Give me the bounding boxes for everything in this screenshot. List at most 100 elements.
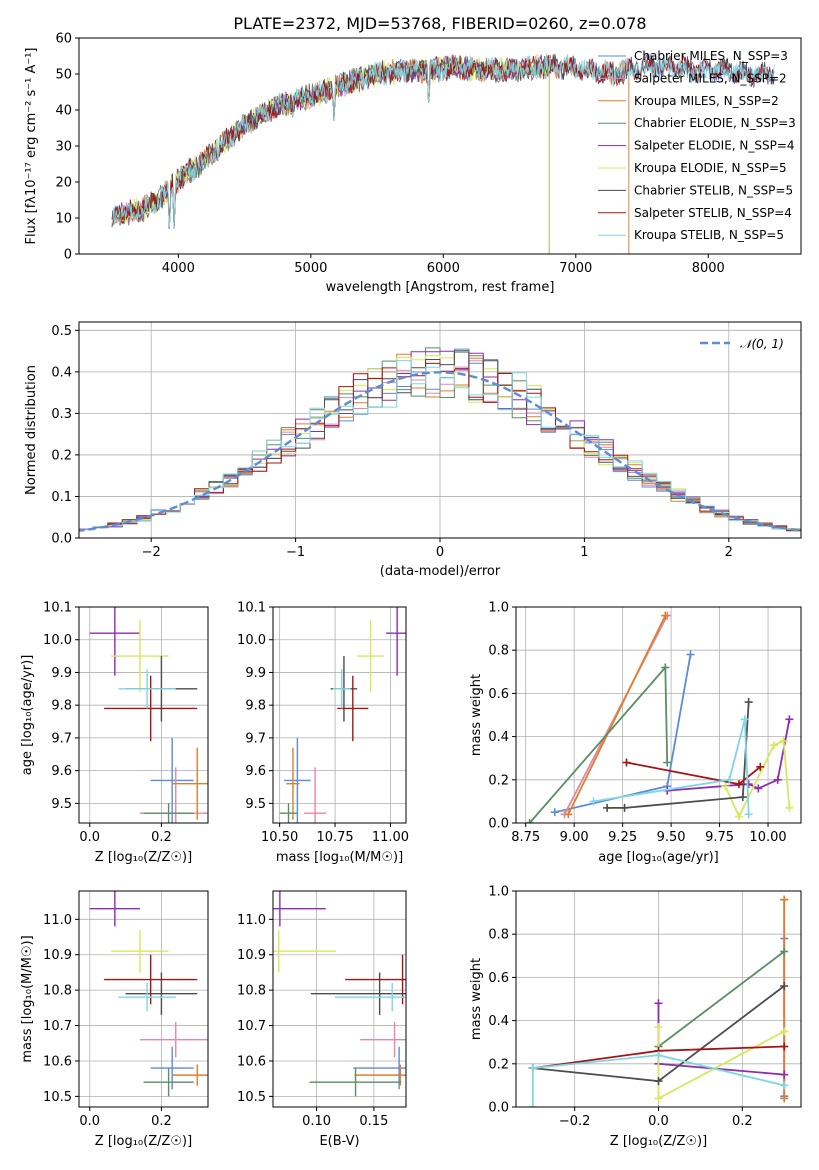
axes-frame bbox=[78, 37, 802, 255]
spectrum-line bbox=[111, 53, 775, 229]
x-tick-label: 0.0 bbox=[79, 830, 100, 845]
y-tick-label: 10.6 bbox=[237, 1054, 266, 1069]
x-tick-label: 8.75 bbox=[511, 830, 540, 845]
y-tick-label: 1.0 bbox=[488, 601, 509, 616]
y-tick-label: 10.9 bbox=[237, 948, 266, 963]
y-tick-label: 9.7 bbox=[245, 731, 266, 746]
gaussian-reference-curve bbox=[79, 371, 801, 532]
mass-vs-extinction-panel: 0.10 0.15 10.5 10.6 10.7 10.8 10.9 11.0 E(B-V) bbox=[237, 890, 407, 1149]
y-tick-label: 9.9 bbox=[245, 666, 266, 681]
axes-frame bbox=[78, 890, 209, 1108]
y-tick-label: 9.6 bbox=[245, 764, 266, 779]
y-tick-label: 0.2 bbox=[51, 448, 72, 463]
y-tick-label: 9.7 bbox=[51, 731, 72, 746]
y-tick-label: 60 bbox=[55, 32, 72, 47]
y-tick-label: 10.5 bbox=[43, 1090, 72, 1105]
y-tick-label: 30 bbox=[55, 140, 72, 155]
plot-area bbox=[279, 607, 406, 823]
age-vs-metallicity-panel: 0.0 0.2 9.5 9.6 9.7 9.8 9.9 10.0 10.1 Z [log₁₀(Z/… bbox=[20, 601, 209, 865]
x-tick-label: 4000 bbox=[162, 261, 195, 276]
x-tick-label: 10.50 bbox=[261, 830, 298, 845]
y-tick-label: 10 bbox=[55, 212, 72, 227]
y-tick-label: 10.7 bbox=[43, 1019, 72, 1034]
spectrum-line bbox=[111, 53, 630, 254]
x-tick-label: 9.25 bbox=[608, 830, 637, 845]
x-tick-label: 0.2 bbox=[151, 1114, 172, 1129]
y-tick-label: 10.6 bbox=[43, 1054, 72, 1069]
plot-area bbox=[273, 891, 406, 1097]
x-axis-label: mass [log₁₀(M/M☉)] bbox=[276, 850, 403, 865]
y-tick-label: 0.8 bbox=[488, 644, 509, 659]
x-tick-label: 0.0 bbox=[79, 1114, 100, 1129]
age-vs-mass-panel: 10.50 10.75 11.00 9.5 9.6 9.7 9.8 9.9 10.0 10.1 ma… bbox=[237, 601, 409, 866]
legend-entry: 𝒩(0, 1) bbox=[740, 337, 784, 351]
spectrum-line bbox=[111, 53, 775, 229]
x-tick-label: 0.10 bbox=[302, 1114, 331, 1129]
x-tick-label: −0.2 bbox=[559, 1114, 591, 1129]
y-axis-label: Normed distribution bbox=[24, 365, 39, 495]
y-tick-label: 1.0 bbox=[488, 885, 509, 900]
x-tick-label: 2 bbox=[725, 545, 733, 560]
axes-frame bbox=[272, 606, 407, 824]
x-tick-label: −1 bbox=[286, 545, 305, 560]
y-tick-label: 0.0 bbox=[51, 532, 72, 547]
mass-weight-vs-age-panel: 8.75 9.00 9.25 9.50 9.75 10.00 0.0 0.2 0.4 0.6 0.8… bbox=[469, 601, 802, 865]
x-axis-label: Z [log₁₀(Z/Z☉)] bbox=[95, 850, 192, 865]
x-axis-label: E(B-V) bbox=[319, 1134, 359, 1149]
legend-entry: Kroupa ELODIE, N_SSP=5 bbox=[634, 161, 787, 175]
plot-area bbox=[111, 53, 775, 254]
residual-histogram-panel: −2 −1 0 1 2 0.0 0.1 0.2 0.3 0.4 0.5 (data-model)/er… bbox=[24, 321, 802, 579]
x-axis-label: age [log₁₀(age/yr)] bbox=[598, 850, 719, 865]
y-axis-label: mass weight bbox=[469, 674, 484, 756]
y-tick-label: 0.0 bbox=[488, 817, 509, 832]
y-tick-label: 10.8 bbox=[237, 984, 266, 999]
spectrum-panel: 4000 5000 6000 7000 8000 0 10 20 30 40 50 60 wavelen… bbox=[24, 14, 802, 295]
y-axis-label: Flux [fλ10⁻¹⁷ erg cm⁻² s⁻¹ A⁻¹] bbox=[24, 48, 39, 245]
mass-weight-line bbox=[724, 739, 791, 819]
x-axis-label: (data-model)/error bbox=[380, 564, 501, 579]
y-tick-label: 11.0 bbox=[43, 913, 72, 928]
legend-entry: Chabrier STELIB, N_SSP=5 bbox=[634, 183, 793, 197]
x-tick-label: 8000 bbox=[692, 261, 725, 276]
x-axis-label: Z [log₁₀(Z/Z☉)] bbox=[95, 1134, 192, 1149]
y-tick-label: 10.7 bbox=[237, 1019, 266, 1034]
mass-vs-metallicity-panel: 0.0 0.2 10.5 10.6 10.7 10.8 10.9 11.0 Z [log₁₀(Z… bbox=[20, 890, 209, 1149]
y-tick-label: 0 bbox=[64, 248, 72, 263]
x-tick-label: 10.75 bbox=[316, 830, 353, 845]
axes-frame bbox=[515, 890, 802, 1108]
y-tick-label: 10.5 bbox=[237, 1090, 266, 1105]
axes-frame bbox=[515, 606, 802, 824]
axes-frame bbox=[78, 606, 209, 824]
y-tick-label: 10.1 bbox=[43, 601, 72, 616]
y-tick-label: 0.2 bbox=[488, 773, 509, 788]
mass-weight-line bbox=[531, 1054, 785, 1107]
x-tick-label: 1 bbox=[580, 545, 588, 560]
chart-title: PLATE=2372, MJD=53768, FIBERID=0260, z=0… bbox=[233, 14, 646, 33]
x-tick-label: 0.15 bbox=[359, 1114, 388, 1129]
y-tick-label: 9.9 bbox=[51, 666, 72, 681]
x-tick-label: 0.0 bbox=[648, 1114, 669, 1129]
x-tick-label: 0.2 bbox=[732, 1114, 753, 1129]
x-tick-label: 9.00 bbox=[560, 830, 589, 845]
x-tick-label: 6000 bbox=[427, 261, 460, 276]
x-tick-label: 10.00 bbox=[749, 830, 786, 845]
plot-area bbox=[79, 347, 801, 534]
spectrum-line bbox=[111, 54, 550, 254]
mass-weight-line bbox=[657, 950, 785, 1048]
y-tick-label: 0.4 bbox=[51, 365, 72, 380]
legend-entry: Chabrier ELODIE, N_SSP=3 bbox=[634, 116, 796, 130]
x-tick-label: −2 bbox=[142, 545, 161, 560]
axes-frame bbox=[272, 890, 407, 1108]
y-tick-label: 0.3 bbox=[51, 407, 72, 422]
y-tick-label: 0.8 bbox=[488, 928, 509, 943]
y-axis-label: age [log₁₀(age/yr)] bbox=[20, 655, 35, 776]
y-tick-label: 9.8 bbox=[51, 699, 72, 714]
x-tick-label: 9.75 bbox=[705, 830, 734, 845]
axes-frame bbox=[78, 321, 802, 539]
y-tick-label: 0.5 bbox=[51, 324, 72, 339]
mass-weight-line bbox=[567, 615, 667, 815]
x-tick-label: 5000 bbox=[294, 261, 327, 276]
y-tick-label: 0.4 bbox=[488, 730, 509, 745]
y-axis-label: mass [log₁₀(M/M☉)] bbox=[20, 935, 35, 1062]
